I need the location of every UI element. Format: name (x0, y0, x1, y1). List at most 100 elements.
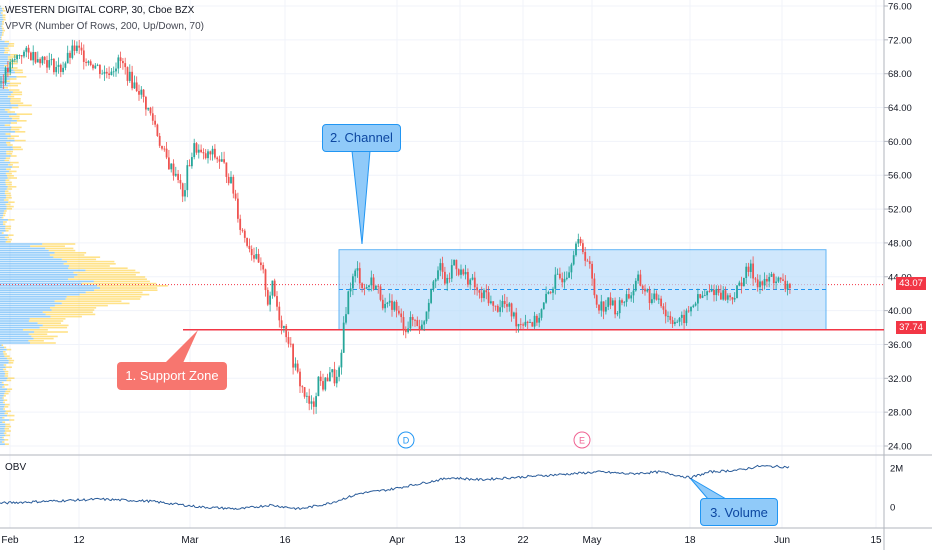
candle-body (768, 277, 770, 282)
candle-body (90, 61, 92, 65)
volume-profile-up-bar (0, 69, 14, 71)
candle-body (600, 301, 602, 310)
volume-profile-down-bar (5, 109, 10, 111)
volume-profile-down-bar (97, 285, 168, 287)
volume-profile-down-bar (6, 366, 12, 368)
candle-body (715, 289, 717, 295)
candle-body (226, 162, 228, 176)
candle-body (403, 317, 405, 329)
candle-body (42, 57, 44, 63)
volume-profile-down-bar (4, 384, 8, 386)
candle-body (511, 303, 513, 316)
candle-body (550, 292, 552, 293)
volume-annotation[interactable]: 3. Volume (700, 498, 778, 526)
candle-body (16, 55, 18, 59)
candle-body (281, 320, 283, 328)
candle-body (308, 396, 310, 404)
candle-body (775, 282, 777, 283)
volume-profile-up-bar (0, 338, 33, 340)
candle-body (743, 278, 745, 286)
symbol-title[interactable]: WESTERN DIGITAL CORP, 30, Cboe BZX (5, 5, 194, 16)
volume-profile-up-bar (0, 248, 45, 250)
candle-body (426, 311, 428, 321)
volume-profile-down-bar (2, 34, 4, 36)
candle-body (48, 60, 50, 68)
obv-indicator-label[interactable]: OBV (5, 462, 26, 473)
y-tick-label: 48.00 (888, 238, 912, 249)
candle-body (573, 255, 575, 264)
candle-body (646, 289, 648, 291)
candle-body (416, 320, 418, 326)
volume-profile-down-bar (3, 215, 5, 217)
candle-body (12, 60, 14, 62)
candle-body (343, 323, 345, 353)
volume-profile-up-bar (0, 353, 4, 355)
candle-body (752, 264, 754, 279)
volume-profile-up-bar (0, 373, 5, 375)
volume-profile-down-bar (6, 179, 10, 181)
candle-body (520, 324, 522, 325)
candle-body (633, 291, 635, 296)
volume-profile-up-bar (0, 351, 3, 353)
candle-body (295, 364, 297, 368)
candle-body (122, 61, 124, 63)
candle-body (729, 295, 731, 297)
volume-profile-up-bar (0, 74, 5, 76)
volume-profile-up-bar (0, 32, 2, 34)
volume-profile-down-bar (7, 349, 12, 351)
candle-body (580, 239, 582, 243)
candle-body (702, 296, 704, 298)
x-tick-label: Mar (181, 535, 199, 546)
volume-profile-down-bar (40, 327, 68, 329)
candle-body (44, 57, 46, 60)
volume-profile-up-bar (0, 259, 62, 261)
volume-profile-down-bar (94, 289, 157, 291)
volume-profile-up-bar (0, 272, 73, 274)
volume-profile-up-bar (0, 256, 53, 258)
candle-body (387, 303, 389, 304)
candle-body (65, 63, 67, 67)
volume-profile-down-bar (28, 340, 43, 342)
candle-body (490, 301, 492, 303)
candle-body (203, 152, 205, 153)
volume-profile-up-bar (0, 204, 6, 206)
channel-annotation[interactable]: 2. Channel (322, 124, 401, 152)
candle-body (665, 310, 667, 317)
candle-body (81, 48, 83, 51)
candle-body (738, 283, 740, 286)
volume-profile-down-bar (73, 272, 139, 274)
volume-profile-down-bar (50, 307, 96, 309)
candle-body (32, 52, 34, 60)
candle-body (127, 67, 129, 81)
volume-profile-up-bar (0, 208, 6, 210)
volume-profile-up-bar (0, 201, 8, 203)
candle-body (488, 292, 490, 303)
volume-profile-up-bar (0, 358, 7, 360)
volume-profile-down-bar (5, 373, 8, 375)
volume-profile-down-bar (4, 399, 7, 401)
candle-body (359, 268, 361, 283)
volume-profile-down-bar (6, 142, 10, 144)
candle-body (320, 377, 322, 381)
volume-callout-pointer (690, 478, 726, 499)
candle-body (674, 322, 676, 324)
volume-profile-down-bar (6, 410, 11, 412)
candle-body (699, 294, 701, 298)
volume-profile-down-bar (5, 443, 9, 445)
candle-body (154, 121, 156, 125)
volume-profile-up-bar (0, 369, 3, 371)
candle-body (228, 177, 230, 183)
candle-body (485, 290, 487, 292)
vpvr-indicator-label[interactable]: VPVR (Number Of Rows, 200, Up/Down, 70) (5, 21, 204, 32)
support-zone-annotation[interactable]: 1. Support Zone (117, 362, 227, 390)
candle-body (529, 322, 531, 323)
volume-profile-up-bar (0, 289, 94, 291)
volume-profile-down-bar (55, 300, 122, 302)
candle-body (667, 316, 669, 317)
candle-body (419, 326, 421, 329)
volume-profile-up-bar (0, 212, 3, 214)
volume-profile-down-bar (7, 388, 12, 390)
volume-profile-down-bar (62, 259, 96, 261)
